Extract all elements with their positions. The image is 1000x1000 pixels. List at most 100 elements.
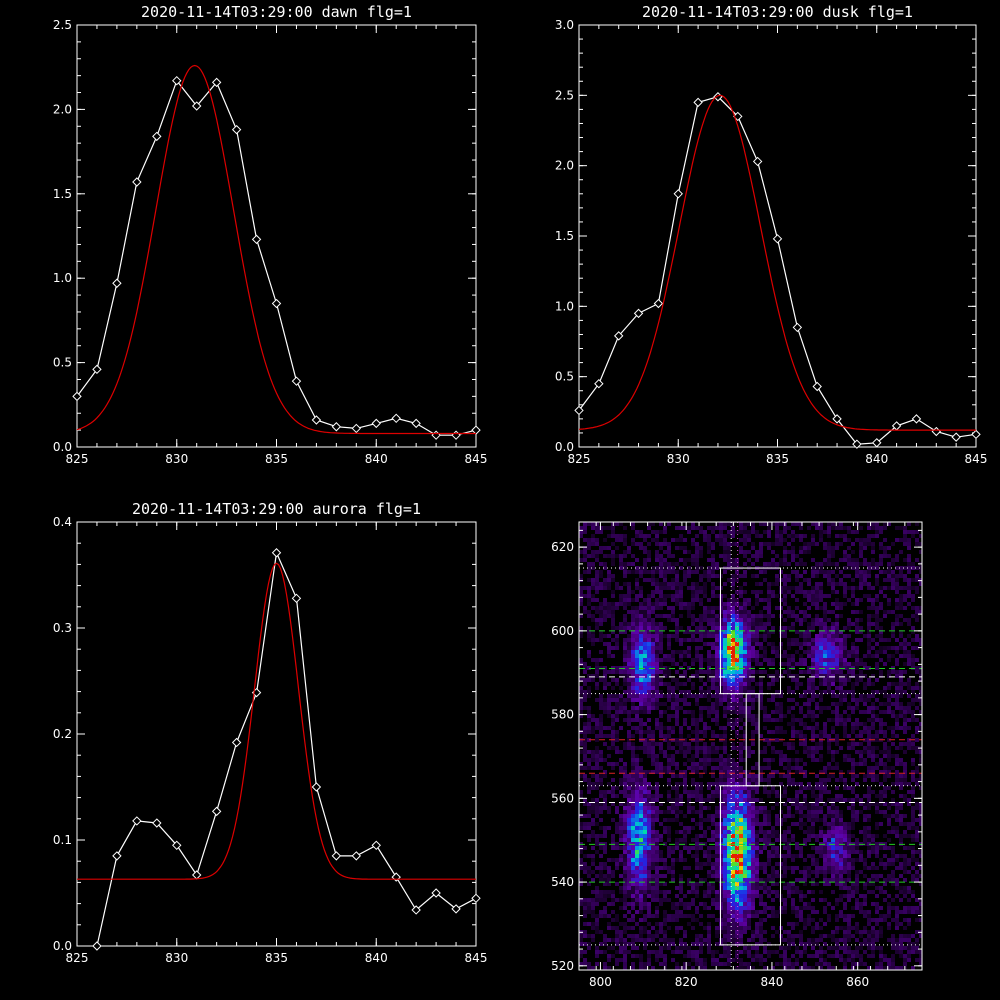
- data-point: [772, 234, 783, 244]
- panel-3: 2020-11-14T03:29:00 aurora flg=1 825 830 83…: [53, 500, 488, 965]
- y-tick-label: 600: [551, 624, 574, 638]
- data-point: [132, 816, 142, 826]
- x-tick-label: 840: [365, 951, 388, 965]
- axes-frame: [76, 24, 477, 448]
- data-point: [852, 439, 862, 449]
- data-point: [112, 278, 122, 288]
- data-point: [633, 308, 644, 319]
- panel-title: 2020-11-14T03:29:00 dawn flg=1: [141, 3, 412, 21]
- y-tick-label: 0.0: [53, 939, 72, 953]
- data-point: [471, 425, 481, 435]
- x-tick-label: 820: [675, 975, 698, 989]
- data-point: [311, 782, 322, 792]
- data-point: [451, 904, 461, 914]
- data-point: [911, 414, 922, 424]
- x-tick-label: 840: [365, 452, 388, 466]
- x-tick-label: 835: [265, 452, 288, 466]
- data-point: [431, 888, 441, 898]
- data-point: [251, 234, 262, 245]
- y-tick-label: 520: [551, 959, 574, 973]
- y-tick-label: 1.0: [53, 271, 72, 285]
- data-point: [271, 548, 282, 558]
- x-tick-label: 825: [568, 452, 591, 466]
- data-point: [574, 405, 584, 416]
- data-point: [172, 840, 182, 851]
- data-point: [951, 432, 961, 442]
- data-point: [132, 177, 142, 187]
- data-point: [812, 381, 822, 392]
- x-tick-label: 830: [165, 452, 188, 466]
- data-point: [693, 97, 703, 108]
- data-point: [152, 818, 162, 828]
- y-tick-label: 1.5: [53, 187, 72, 201]
- data-point: [331, 422, 342, 432]
- y-tick-label: 0.1: [53, 833, 72, 847]
- y-tick-label: 540: [551, 875, 574, 889]
- data-point: [931, 426, 942, 437]
- y-tick-label: 1.0: [555, 299, 574, 313]
- data-point: [172, 75, 182, 86]
- y-tick-label: 0.2: [53, 727, 72, 741]
- y-tick-label: 0.3: [53, 621, 72, 635]
- y-tick-label: 0.4: [53, 515, 72, 529]
- y-tick-label: 2.0: [53, 102, 72, 116]
- x-tick-label: 830: [165, 951, 188, 965]
- data-point: [311, 415, 322, 425]
- y-tick-label: 580: [551, 708, 574, 722]
- data-point: [411, 418, 421, 429]
- data-line: [578, 96, 977, 445]
- panel-4: 800 820 840 860 520 540 560 580 600 620: [551, 521, 923, 989]
- fit-curve: [578, 94, 976, 431]
- y-tick-label: 0.5: [555, 370, 574, 384]
- data-point: [291, 376, 302, 386]
- data-point: [331, 851, 342, 861]
- data-point: [371, 418, 381, 429]
- data-point: [92, 941, 102, 951]
- data-point: [351, 423, 362, 434]
- data-point: [391, 413, 401, 424]
- region-box-2: [745, 693, 760, 787]
- data-point: [211, 806, 222, 817]
- data-point: [92, 364, 102, 375]
- data-point: [673, 189, 683, 199]
- overlay-lines: [579, 522, 922, 970]
- data-point: [872, 438, 882, 448]
- data-point: [191, 870, 202, 880]
- data-point: [431, 430, 441, 440]
- fit-curve: [77, 562, 476, 880]
- x-tick-label: 835: [766, 452, 789, 466]
- y-tick-label: 2.5: [53, 18, 72, 32]
- heatmap-cells: [579, 522, 922, 970]
- x-tick-label: 840: [865, 452, 888, 466]
- data-point: [271, 298, 282, 309]
- x-tick-label: 830: [667, 452, 690, 466]
- data-point: [231, 737, 242, 748]
- data-point: [211, 77, 222, 88]
- data-point: [371, 840, 381, 851]
- data-point: [191, 101, 202, 111]
- panel-title: 2020-11-14T03:29:00 aurora flg=1: [132, 500, 421, 518]
- x-tick-label: 845: [965, 452, 988, 466]
- y-tick-label: 560: [551, 791, 574, 805]
- y-tick-label: 0.5: [53, 356, 72, 370]
- y-tick-label: 2.0: [555, 159, 574, 173]
- data-point: [832, 414, 842, 424]
- data-point: [112, 851, 122, 861]
- y-tick-label: 620: [551, 540, 574, 554]
- x-tick-label: 845: [465, 951, 488, 965]
- x-tick-label: 825: [66, 452, 89, 466]
- x-tick-label: 840: [760, 975, 783, 989]
- data-point: [231, 124, 242, 135]
- y-tick-label: 1.5: [555, 229, 574, 243]
- x-tick-label: 835: [265, 951, 288, 965]
- data-point: [411, 905, 421, 915]
- y-tick-label: 0.0: [555, 440, 574, 454]
- panel-1: 2020-11-14T03:29:00 dawn flg=1 825 830 835 8…: [53, 3, 488, 466]
- axes-frame: [76, 521, 477, 947]
- y-tick-label: 2.5: [555, 88, 574, 102]
- data-point: [391, 872, 401, 882]
- fit-curve: [76, 64, 476, 435]
- data-point: [451, 430, 461, 440]
- data-point: [72, 391, 82, 402]
